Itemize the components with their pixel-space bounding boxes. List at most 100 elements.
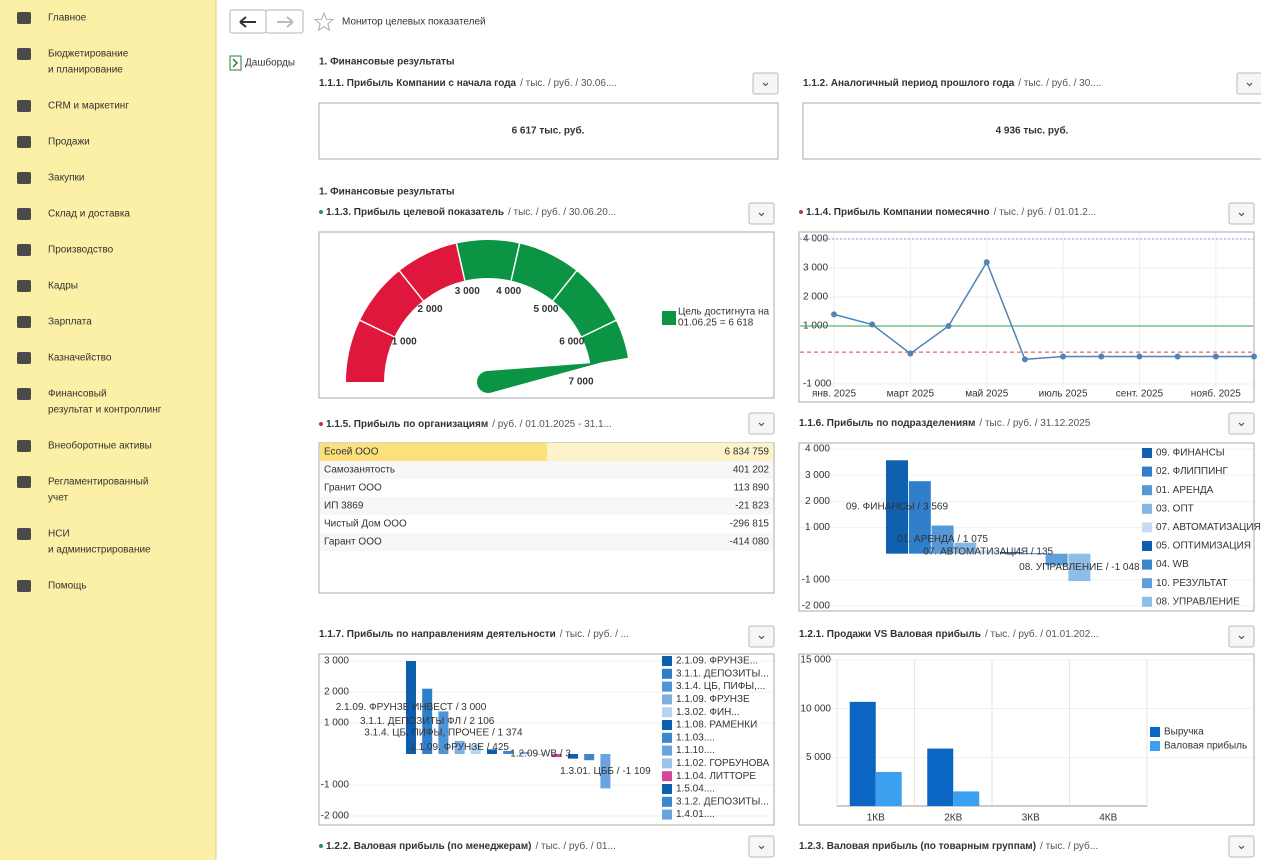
table-cell-name: Гранит ООО [324,483,382,494]
widget-title-main: 1.1.2. Аналогичный период прошлого года [803,78,1015,89]
legend-swatch [662,668,672,679]
widget-title: 1.2.1. Продажи VS Валовая прибыль / тыс. … [799,628,1099,640]
data-label: 09. ФИНАНСЫ / 3 569 [846,502,948,513]
legend-label: 08. УПРАВЛЕНИЕ [1156,596,1240,607]
widget-title: 1.2.2. Валовая прибыль (по менеджерам) / … [326,840,616,852]
status-dot [319,422,323,426]
menu-item[interactable]: Склад и доставка [17,208,130,220]
y-tick-label: -2 000 [802,601,831,612]
menu-label: Казначейство [48,353,112,364]
legend-swatch [662,771,672,782]
legend-swatch [1142,541,1152,551]
widget-title-main: 1.1.3. Прибыль целевой показатель [326,206,504,218]
favorite-star[interactable] [313,11,335,32]
nav-link[interactable]: Дашборды [245,57,295,69]
bar [1045,553,1068,566]
bar [422,688,433,754]
widget-title-main: 1.1.7. Прибыль по направлениям деятельно… [319,628,556,640]
table-cell-value: -414 080 [730,537,770,548]
legend-swatch [1142,485,1152,496]
menu-item[interactable]: Помощь [17,580,87,592]
widget-title-meta: / тыс. / руб... [1040,840,1098,852]
gauge-tick-label: 7 000 [568,377,593,388]
bar [977,550,1000,554]
menu-item[interactable]: Продажи [17,136,90,148]
menu-label: НСИ [48,529,70,540]
bar [406,661,416,754]
menu-icon [17,352,31,364]
widget-title: 1.1.3. Прибыль целевой показатель / тыс. … [326,206,616,218]
menu-item[interactable]: Внеоборотные активы [17,440,152,452]
menu-item[interactable]: CRM и маркетинг [17,100,129,112]
menu-item[interactable]: Главное [17,12,87,24]
menu-item[interactable]: Закупки [17,172,84,184]
menu-item[interactable]: Бюджетирование и планирование [17,48,129,76]
legend-label: 02. ФЛИППИНГ [1156,466,1228,477]
legend-label: 2.1.09. ФРУНЗЕ... [676,656,758,667]
bar [886,460,908,554]
x-tick-label: март 2025 [887,389,935,400]
legend-swatch [1142,466,1152,477]
gauge-band [346,243,465,382]
menu-label: Склад и доставка [48,209,130,220]
widget-title-main: 1.2.1. Продажи VS Валовая прибыль [799,628,981,640]
widget-menu-button[interactable] [752,72,779,95]
gauge-tick-label: 2 000 [417,304,442,315]
table-cell-value: 6 834 759 [725,447,770,458]
y-tick-label: 4 000 [805,444,830,455]
widget-title-meta: / тыс. / руб. / 01.01.202... [985,628,1099,640]
gauge-tick-label: 1 000 [392,336,417,347]
y-tick-label: 2 000 [324,687,349,698]
x-tick-label: 2КВ [944,813,962,824]
widget-menu-button[interactable] [748,202,775,225]
menu-item[interactable]: Производство [17,244,114,256]
widget-title: 1.1.6. Прибыль по подразделениям / тыс. /… [799,417,1091,429]
y-tick-label: 2 000 [803,292,828,303]
bar [849,701,876,806]
menu-item[interactable]: НСИ и администрирование [17,528,151,556]
menu-icon [17,440,31,452]
widget-menu-button[interactable] [748,412,775,435]
widget-menu-button[interactable] [1228,835,1255,858]
menu-item[interactable]: Казначейство [17,352,112,364]
kpi-box [318,102,779,160]
widget-menu-button[interactable] [1228,625,1255,648]
widget-title-meta: / тыс. / руб. / 30.06.20... [508,206,616,218]
legend-label: 1.1.10.... [676,745,715,756]
widget-menu-button[interactable] [1228,412,1255,435]
gauge-tick [510,242,521,281]
widget-menu-button[interactable] [748,835,775,858]
legend-label: 3.1.4. ЦБ, ПИФЫ,... [676,681,765,692]
widget-title-main: 1.1.1. Прибыль Компании с начала года [319,77,517,89]
gauge-needle [486,362,602,393]
legend-label: 3.1.1. ДЕПОЗИТЫ... [676,668,769,679]
menu-item[interactable]: Финансовый результат и контроллинг [17,388,162,416]
menu-item[interactable]: Кадры [17,280,78,292]
widget-menu-button[interactable] [748,625,775,648]
menu-item[interactable]: Зарплата [17,316,92,328]
widget-menu-button[interactable] [1236,72,1261,95]
widget-menu-chevron [1238,212,1245,217]
widget-menu-chevron [1246,82,1253,87]
kpi-box [802,102,1261,160]
menu-label: Помощь [48,581,87,592]
y-tick-label: 3 000 [805,470,830,481]
menu-icon [17,280,31,292]
widget-title-meta: / тыс. / руб. / ... [560,628,629,640]
bar [931,525,954,554]
bar [927,748,954,806]
gauge-tick [581,319,618,338]
page-title: Монитор целевых показателей [342,17,486,28]
table-cell-name: Гарант ООО [324,537,382,548]
x-tick-label: июль 2025 [1039,389,1088,400]
y-tick-label: 10 000 [800,703,831,714]
table-cell-name: ИП 3869 [324,501,364,512]
menu-item[interactable]: Регламентированный учет [17,476,148,504]
gauge-tick-label: 5 000 [533,304,558,315]
data-point [1060,353,1067,360]
widget-menu-button[interactable] [1228,202,1255,225]
widget-menu-chevron [758,422,765,427]
legend-label: Валовая прибыль [1164,740,1247,752]
menu-icon [17,100,31,112]
menu-label: Финансовый [48,389,107,400]
